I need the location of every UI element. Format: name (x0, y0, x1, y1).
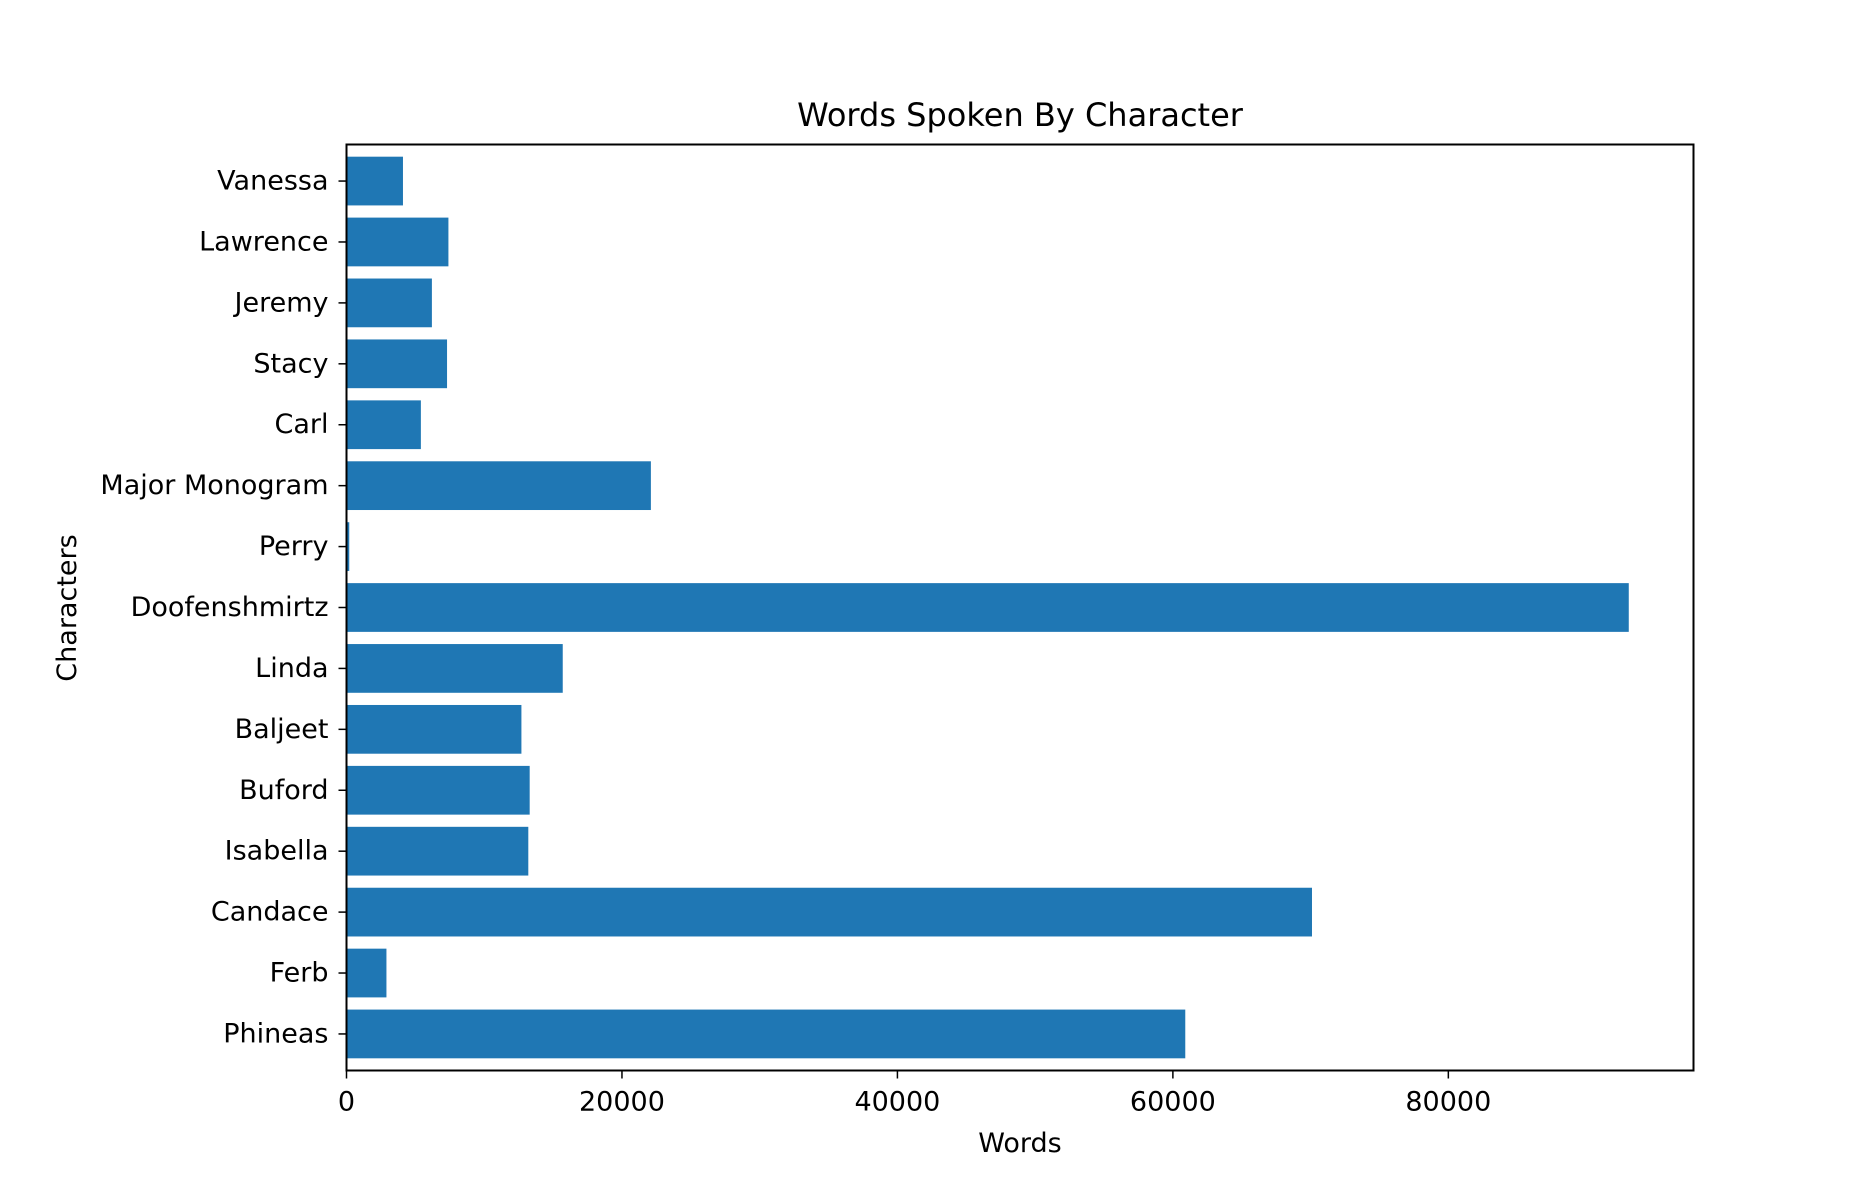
chart-title: Words Spoken By Character (797, 96, 1244, 134)
bar-phineas (346, 1009, 1186, 1059)
y-tick-label: Perry (259, 531, 329, 562)
y-tick-label: Phineas (223, 1018, 328, 1049)
bar-vanessa (346, 156, 403, 206)
ticks-layer: Phineas Ferb Candace Isabella Buford Baljeet L… (100, 166, 1491, 1118)
y-tick-label: Carl (275, 409, 329, 440)
y-axis-label: Characters (52, 534, 83, 681)
y-tick-label: Candace (211, 897, 329, 928)
y-tick-label: Baljeet (235, 714, 329, 745)
bar-perry (346, 522, 350, 571)
bar-isabella (346, 826, 529, 876)
y-tick-label: Major Monogram (100, 470, 328, 501)
y-tick-label: Doofenshmirtz (131, 592, 329, 623)
bar-major-monogram (346, 461, 651, 511)
y-tick-label: Ferb (270, 958, 329, 989)
bar-doofenshmirtz (346, 583, 1629, 632)
bar-carl (346, 400, 421, 450)
bar-candace (346, 887, 1312, 937)
x-axis-label: Words (978, 1128, 1061, 1159)
bar-ferb (346, 948, 387, 998)
x-tick-label: 20000 (579, 1087, 665, 1118)
x-tick-label: 60000 (1130, 1087, 1216, 1118)
x-tick-label: 40000 (854, 1087, 940, 1118)
y-tick-label: Lawrence (199, 226, 328, 257)
bar-stacy (346, 339, 448, 389)
y-tick-label: Stacy (253, 348, 328, 379)
y-tick-label: Vanessa (217, 166, 328, 197)
y-tick-label: Isabella (225, 836, 329, 867)
bar-baljeet (346, 704, 522, 754)
x-tick-label: 0 (338, 1087, 355, 1118)
bar-lawrence (346, 217, 449, 267)
bars-layer (346, 156, 1629, 1059)
bar-buford (346, 765, 530, 815)
y-tick-label: Jeremy (233, 287, 329, 318)
y-tick-label: Linda (255, 653, 328, 684)
y-tick-label: Buford (239, 775, 328, 806)
bar-linda (346, 644, 563, 693)
x-tick-label: 80000 (1405, 1087, 1491, 1118)
bar-jeremy (346, 278, 432, 328)
